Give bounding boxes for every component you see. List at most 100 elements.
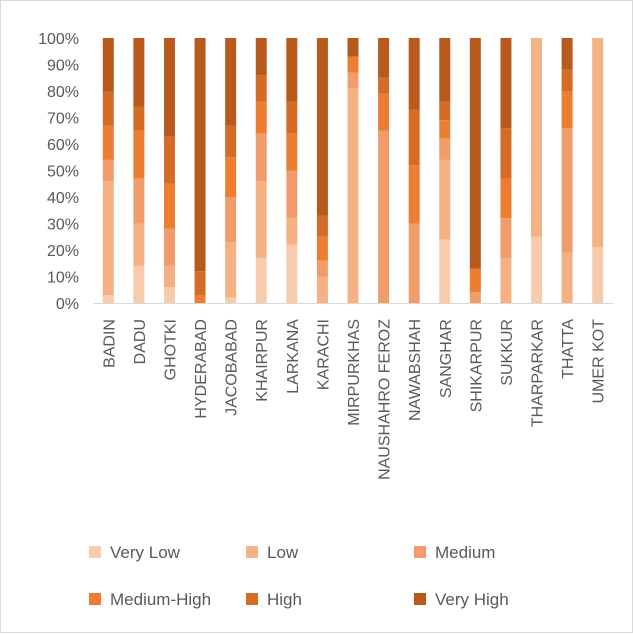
bar-stack — [316, 38, 328, 303]
bar-segment — [561, 252, 573, 303]
bar-segment — [316, 236, 328, 261]
x-tick-label: THATTA — [560, 319, 577, 379]
x-tick-label: MIRPURKHAS — [346, 319, 363, 426]
bar-segment — [102, 91, 114, 126]
bar-segment — [469, 292, 481, 303]
bar-segment — [316, 276, 328, 303]
bar-segment — [439, 239, 451, 303]
bar-segment — [133, 223, 145, 266]
y-tick-label: 30% — [47, 217, 79, 234]
legend-item: Medium-High — [89, 590, 211, 609]
bar-stack — [408, 38, 420, 303]
bar-segment — [163, 287, 175, 303]
bar-segment — [500, 257, 512, 303]
bar-segment — [561, 69, 573, 91]
bar-stack — [225, 38, 237, 303]
legend-swatch — [89, 593, 101, 605]
legend-label: Very Low — [110, 543, 181, 562]
bar-segment — [500, 178, 512, 219]
bar-segment — [163, 136, 175, 184]
legend-label: Medium — [435, 543, 495, 562]
bar-segment — [408, 38, 420, 110]
bar-stack — [439, 38, 451, 303]
bar-segment — [378, 130, 390, 303]
bar-segment — [469, 268, 481, 293]
x-tick-label: UMER KOT — [591, 319, 608, 404]
bar-segment — [286, 38, 298, 102]
bar-segment — [102, 295, 114, 303]
bar-segment — [163, 183, 175, 229]
x-tick-label: SANGHAR — [438, 319, 455, 398]
x-tick-label: HYDERABAD — [193, 319, 210, 419]
bar-segment — [378, 77, 390, 94]
bar-segment — [500, 38, 512, 129]
legend-item: Low — [246, 543, 299, 562]
bar-stack — [133, 38, 145, 303]
bar-segment — [531, 38, 543, 237]
x-tick-label: KARACHI — [315, 319, 332, 390]
x-tick-label: SUKKUR — [499, 319, 516, 386]
legend-item: Very Low — [89, 543, 181, 562]
bar-segment — [163, 38, 175, 137]
bar-segment — [408, 109, 420, 166]
bar-segment — [225, 197, 237, 243]
bar-segment — [133, 178, 145, 224]
bar-segment — [592, 38, 604, 248]
bar-segment — [286, 170, 298, 219]
bar-segment — [102, 38, 114, 91]
bar-segment — [102, 181, 114, 296]
y-tick-label: 100% — [38, 31, 79, 48]
bar-segment — [225, 157, 237, 197]
bar-segment — [255, 101, 267, 134]
bar-segment — [561, 38, 573, 70]
bar-segment — [347, 38, 359, 57]
bar-segment — [255, 133, 267, 182]
bar-segment — [133, 38, 145, 107]
x-tick-label: BADIN — [101, 319, 118, 368]
bar-segment — [102, 125, 114, 160]
y-tick-label: 10% — [47, 270, 79, 287]
legend-swatch — [414, 546, 426, 558]
bar-segment — [286, 101, 298, 134]
bar-segment — [378, 93, 390, 131]
bar-segment — [194, 271, 206, 296]
bar-stack — [561, 38, 573, 303]
bar-segment — [133, 265, 145, 303]
bar-segment — [102, 159, 114, 182]
bar-segment — [225, 125, 237, 158]
bar-segment — [592, 247, 604, 303]
legend-swatch — [414, 593, 426, 605]
y-tick-label: 80% — [47, 84, 79, 101]
y-tick-label: 60% — [47, 137, 79, 154]
bar-segment — [439, 120, 451, 139]
bar-segment — [255, 181, 267, 258]
legend: Very Low Low Medium Medium-High High Very Hig… — [89, 543, 509, 609]
bar-segment — [531, 236, 543, 303]
bars — [102, 38, 604, 303]
bar-segment — [163, 228, 175, 266]
bar-segment — [561, 91, 573, 129]
x-tick-label: THARPARKAR — [530, 319, 547, 427]
bar-segment — [316, 260, 328, 277]
x-tick-label: SHIKARPUR — [468, 319, 485, 412]
bar-stack — [286, 38, 298, 303]
bar-segment — [225, 242, 237, 298]
legend-item: Medium — [414, 543, 495, 562]
y-tick-label: 90% — [47, 58, 79, 75]
legend-swatch — [89, 546, 101, 558]
legend-label: Low — [267, 543, 299, 562]
bar-segment — [163, 265, 175, 288]
y-tick-label: 40% — [47, 190, 79, 207]
bar-segment — [408, 165, 420, 224]
legend-item: High — [246, 590, 302, 609]
x-tick-label: LARKANA — [285, 319, 302, 394]
bar-segment — [194, 38, 206, 272]
bar-segment — [194, 295, 206, 303]
bar-segment — [439, 138, 451, 160]
bar-segment — [347, 72, 359, 89]
y-axis: 0% 10% 20% 30% 40% 50% 60% 70% 80% 90% 100% — [38, 31, 79, 313]
bar-segment — [378, 38, 390, 78]
bar-segment — [439, 159, 451, 240]
